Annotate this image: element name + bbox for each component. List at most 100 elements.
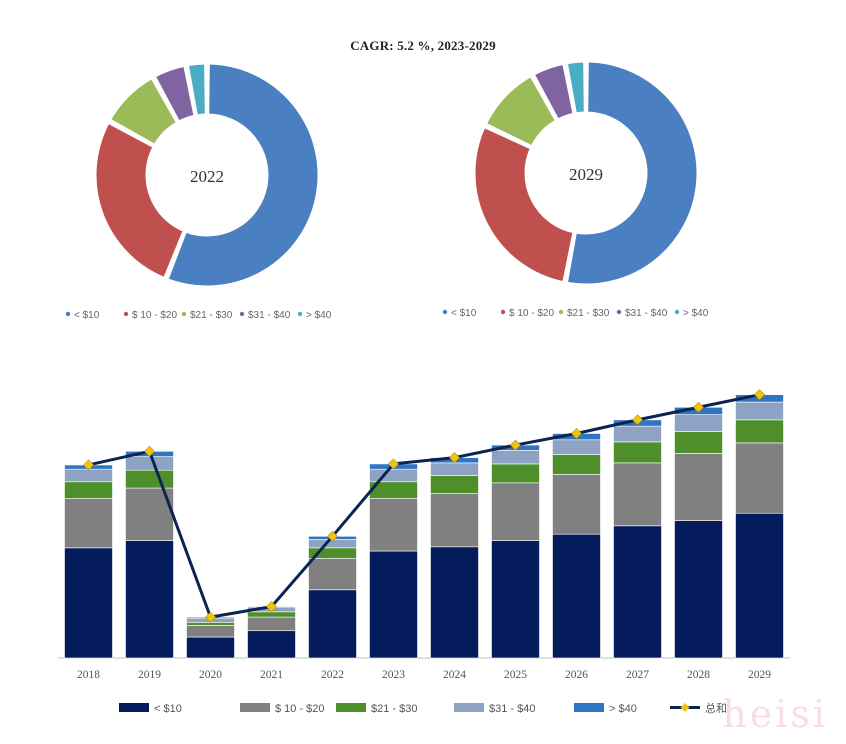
donut-2029-slice-4: [564, 59, 587, 116]
bar-2028-seg-2: [674, 431, 723, 454]
bar-legend-label-0: < $10: [154, 703, 182, 715]
bar-2024-seg-0: [430, 546, 479, 659]
bar-legend-swatch-2: [336, 703, 366, 712]
x-tick-label-2022: 2022: [321, 669, 344, 681]
bar-legend-label-1: $ 10 - $20: [275, 703, 325, 715]
total-marker-2029: [754, 389, 765, 401]
bar-2027-seg-0: [613, 525, 662, 659]
bar-2024-seg-1: [430, 492, 479, 548]
bar-2021-seg-1: [247, 616, 296, 632]
x-tick-label-2024: 2024: [443, 669, 466, 681]
bar-2024-seg-2: [430, 475, 479, 494]
total-marker-2025: [510, 439, 521, 451]
donut-2022-slice-1: [93, 120, 187, 281]
donut-center-label-2022: 2022: [190, 167, 224, 186]
donut-2029-legend-label-2: $21 - $30: [567, 308, 610, 319]
donut-2029-slice-0: [564, 59, 700, 287]
donut-2022-legend-label-4: > $40: [306, 310, 332, 321]
bar-2029-seg-0: [735, 512, 784, 659]
bar-2025-seg-2: [491, 463, 540, 484]
donut-2022-legend-label-0: < $10: [74, 310, 100, 321]
bar-2019-seg-2: [125, 469, 174, 489]
bar-2027-seg-3: [613, 425, 662, 443]
bar-2026-seg-0: [552, 533, 601, 659]
bar-legend-label-2: $21 - $30: [371, 703, 417, 715]
bar-2018-seg-1: [64, 498, 113, 549]
bar-2022-seg-1: [308, 558, 357, 591]
bar-2029-seg-3: [735, 401, 784, 421]
bar-2020-seg-1: [186, 625, 235, 638]
donut-2029-legend-label-1: $ 10 - $20: [509, 308, 554, 319]
bar-legend-label-3: $31 - $40: [489, 703, 535, 715]
chart-title: CAGR: 5.2 %, 2023-2029: [350, 38, 496, 53]
x-tick-label-2018: 2018: [77, 669, 100, 681]
donut-2022-slice-4: [185, 61, 208, 118]
donut-2022-legend-marker-0: [65, 311, 71, 317]
bar-legend-swatch-4: [574, 703, 604, 712]
line-legend-marker: [680, 703, 690, 712]
bar-2023-seg-1: [369, 498, 418, 552]
total-line: [88, 393, 760, 619]
donut-2022-legend-label-2: $21 - $30: [190, 310, 233, 321]
bar-2021-seg-0: [247, 630, 296, 659]
bar-2019-seg-0: [125, 540, 174, 659]
total-marker-2026: [571, 428, 582, 439]
donut-2022-slice-0: [165, 61, 321, 289]
donut-2022-legend-marker-1: [123, 311, 129, 317]
total-marker-2018: [83, 459, 94, 471]
donut-2029-legend-marker-2: [558, 309, 564, 315]
x-tick-label-2028: 2028: [687, 669, 710, 681]
donut-2022-legend-label-3: $31 - $40: [248, 310, 291, 321]
bar-2026-seg-1: [552, 474, 601, 535]
bar-2028-seg-1: [674, 453, 723, 521]
donut-2029-legend-marker-0: [442, 309, 448, 315]
x-tick-label-2027: 2027: [626, 669, 649, 681]
total-marker-2024: [449, 452, 460, 464]
donut-center-label-2029: 2029: [569, 165, 603, 184]
bar-2027-seg-1: [613, 462, 662, 527]
bar-legend-swatch-3: [454, 703, 484, 712]
bar-legend-swatch-1: [240, 703, 270, 712]
donut-2029-slice-1: [472, 124, 576, 285]
donut-2029-slice-2: [483, 73, 559, 149]
donut-2022-slice-2: [107, 75, 180, 148]
donut-2022-legend-marker-4: [297, 311, 303, 317]
bar-2019-seg-3: [125, 456, 174, 471]
x-tick-label-2021: 2021: [260, 669, 283, 681]
donut-2029-legend-marker-4: [674, 309, 680, 315]
donut-2022-legend-label-1: $ 10 - $20: [132, 310, 177, 321]
bar-2026-seg-3: [552, 439, 601, 455]
bar-2025-seg-1: [491, 482, 540, 541]
donut-2022-legend-marker-3: [239, 311, 245, 317]
total-marker-2021: [266, 601, 277, 613]
bar-2027-seg-2: [613, 441, 662, 464]
total-marker-2027: [632, 414, 643, 426]
total-marker-2023: [388, 458, 399, 470]
donut-2022-legend-marker-2: [181, 311, 187, 317]
x-tick-label-2023: 2023: [382, 669, 405, 681]
total-marker-2019: [144, 445, 155, 457]
bar-2029-seg-2: [735, 419, 784, 444]
bar-2025-seg-0: [491, 540, 540, 659]
line-legend-label: 总和: [705, 701, 727, 715]
bar-2018-seg-3: [64, 468, 113, 483]
bar-2022-seg-0: [308, 589, 357, 659]
bar-2018-seg-2: [64, 481, 113, 499]
total-marker-2028: [693, 401, 704, 413]
donut-2029-legend-marker-1: [500, 309, 506, 315]
bar-legend-swatch-0: [119, 703, 149, 712]
bar-2020-seg-0: [186, 636, 235, 659]
x-tick-label-2019: 2019: [138, 669, 161, 681]
bar-2021-seg-2: [247, 611, 296, 618]
bar-legend-label-4: > $40: [609, 703, 637, 715]
donut-2029-legend-label-3: $31 - $40: [625, 308, 668, 319]
total-marker-2020: [205, 611, 216, 623]
bar-2024-seg-3: [430, 462, 479, 476]
bar-2025-seg-3: [491, 449, 540, 465]
bar-2026-seg-2: [552, 454, 601, 475]
total-marker-2022: [327, 530, 338, 542]
bar-2020-seg-2: [186, 622, 235, 626]
bar-2028-seg-0: [674, 520, 723, 659]
